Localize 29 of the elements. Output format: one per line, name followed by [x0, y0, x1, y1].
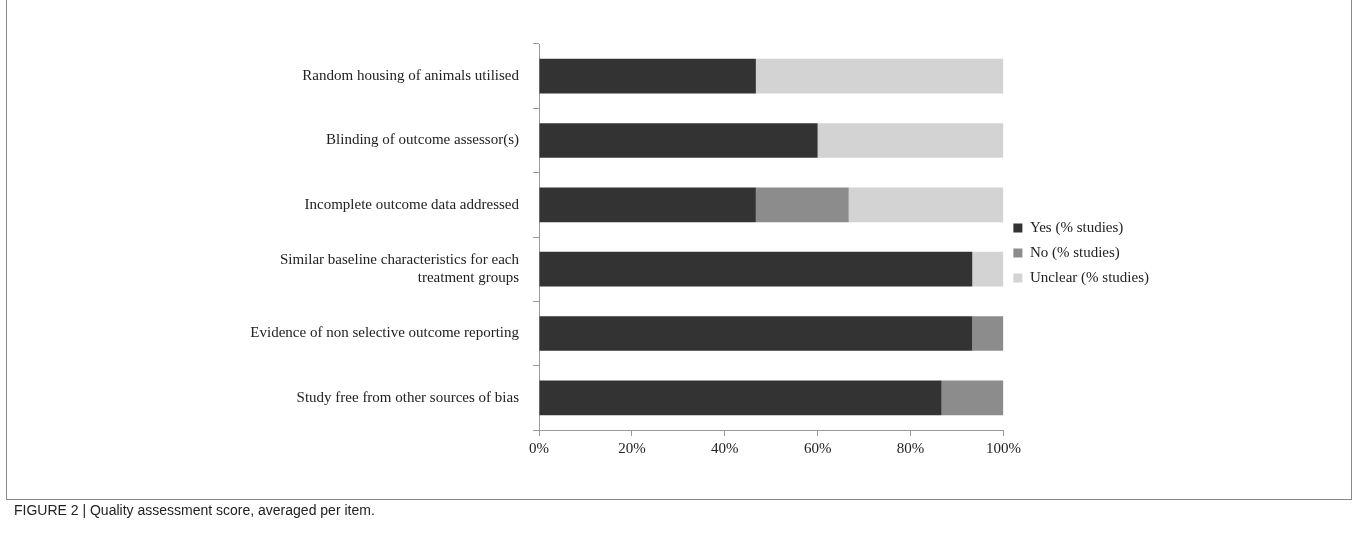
bar: [817, 123, 1004, 158]
bar: [539, 380, 942, 416]
bar: [848, 187, 1004, 223]
x-tick-label: 80%: [896, 439, 925, 456]
y-tick-label: Similar baseline characteristics for each treatment groups: [279, 251, 520, 286]
bar: [539, 187, 756, 223]
bar: [755, 187, 849, 223]
bar: [539, 58, 756, 94]
y-tick-label: Incomplete outcome data addressed: [304, 195, 520, 212]
bar: [539, 251, 973, 287]
x-tick-label: 100%: [985, 439, 1021, 456]
x-tick-label: 60%: [803, 439, 832, 456]
caption: FIGURE 2 | Quality assessment score, averaged per item.: [14, 502, 375, 518]
legend-label: No (% studies): [1029, 243, 1120, 261]
x-tick-label: 40%: [711, 439, 739, 456]
y-tick-label: Blinding of outcome assessor(s): [326, 131, 519, 149]
bar: [972, 316, 1004, 351]
x-tick-label: 0%: [529, 439, 549, 456]
x-tick-label: 20%: [618, 439, 646, 456]
y-tick-label: Evidence of non selective outcome reporting: [250, 324, 520, 341]
y-tick-label: Random housing of animals utilised: [302, 67, 520, 84]
bar: [941, 380, 1004, 416]
legend-label: Yes (% studies): [1029, 218, 1124, 236]
bar: [539, 123, 818, 158]
bar: [539, 316, 973, 351]
y-tick-label: Study free from other sources of bias: [296, 388, 520, 405]
bar: [755, 58, 1004, 94]
legend-label: Unclear (% studies): [1029, 268, 1149, 286]
bar: [972, 251, 1004, 287]
